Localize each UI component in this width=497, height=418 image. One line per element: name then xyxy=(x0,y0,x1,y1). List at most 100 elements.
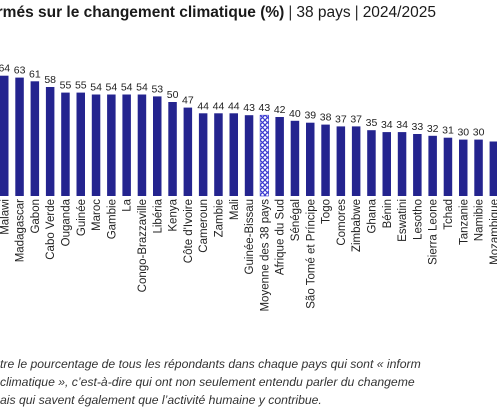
category-label-senegal: Sénégal xyxy=(290,199,302,241)
value-label-cote-d-ivoire: 47 xyxy=(182,95,194,107)
category-label-gabon: Gabon xyxy=(30,199,42,234)
category-label-mozambique: Mozambique xyxy=(489,199,497,265)
category-label-madagascar: Madagascar xyxy=(15,199,27,262)
value-label-gambie: 54 xyxy=(106,82,118,94)
bar-sierra-leone xyxy=(428,135,437,196)
value-label-la: 54 xyxy=(121,82,133,94)
value-label-cameroun: 44 xyxy=(197,100,209,112)
category-label-ouganda: Ouganda xyxy=(61,198,73,246)
category-label-gambie: Gambie xyxy=(106,199,118,239)
value-label-tchad: 31 xyxy=(442,125,454,137)
value-label-zimbabwe: 37 xyxy=(350,113,362,125)
category-label-togo: Togo xyxy=(321,199,333,224)
bar-ouganda xyxy=(61,92,70,196)
bar-mali xyxy=(229,113,238,196)
bar-benin xyxy=(382,132,391,196)
bar-eswatini xyxy=(397,132,407,196)
category-label-kenya: Kenya xyxy=(168,198,180,231)
value-label-benin: 34 xyxy=(381,119,393,131)
bar-comores xyxy=(336,126,346,196)
value-label-togo: 38 xyxy=(320,112,332,124)
bar-sao-tome-et-principe xyxy=(306,122,315,196)
bar-ghana xyxy=(367,130,376,196)
bar-kenya xyxy=(168,102,177,196)
value-label-congo-brazzaville: 54 xyxy=(136,82,148,94)
value-labels-group: 64 63 61 58 55 55 54 54 54 54 53 50 47 44 44 44 43 43 42 40… xyxy=(0,63,485,139)
bar-tchad xyxy=(443,137,453,196)
value-label-mali: 44 xyxy=(228,100,240,112)
bar-maroc xyxy=(91,94,101,196)
bar-gabon xyxy=(30,81,40,196)
category-label-namibie: Namibie xyxy=(474,199,486,241)
category-label-zambie: Zambie xyxy=(214,199,226,237)
bar-zambie xyxy=(214,113,223,196)
value-label-eswatini: 34 xyxy=(396,119,408,131)
footnote-line-3: ais qui savent également que l’activité … xyxy=(0,393,322,407)
bar-cabo-verde xyxy=(45,87,55,196)
value-label-maroc: 54 xyxy=(90,82,102,94)
title-period: 2024/2025 xyxy=(362,4,436,21)
category-label-eswatini: Eswatini xyxy=(397,199,409,242)
value-label-madagascar: 63 xyxy=(14,65,26,77)
category-label-comores: Comores xyxy=(336,199,348,246)
category-label-afrique-du-sud: Afrique du Sud xyxy=(275,199,287,275)
category-label-guinee-bissau: Guinée-Bissau xyxy=(244,199,256,274)
category-label-benin: Bénin xyxy=(382,199,394,228)
value-label-cabo-verde: 58 xyxy=(44,74,56,86)
value-label-malawi: 64 xyxy=(0,63,10,75)
value-label-namibie: 30 xyxy=(473,127,485,139)
chart-title-main: formés sur le changement climatique (%) xyxy=(0,4,285,21)
category-label-guinee: Guinée xyxy=(76,199,88,236)
bar-tanzanie xyxy=(459,139,468,196)
category-label-liberia: Libéria xyxy=(152,198,164,233)
title-separator: | xyxy=(288,4,293,21)
category-label-cameroun: Cameroun xyxy=(198,199,210,253)
category-label-cabo-verde: Cabo Verde xyxy=(45,199,57,260)
category-label-tanzanie: Tanzanie xyxy=(458,199,470,245)
bar-lesotho xyxy=(413,134,422,196)
value-label-afrique-du-sud: 42 xyxy=(274,104,286,116)
bar-la xyxy=(122,94,131,196)
category-label-sierra-leone: Sierra Leone xyxy=(428,199,440,265)
bar-moyenne-des-38-pays xyxy=(259,114,269,197)
bar-mozambique xyxy=(489,141,497,196)
bar-togo xyxy=(321,124,330,196)
category-labels-group: Malawi Madagascar Gabon Cabo Verde Ouganda Gu… xyxy=(0,198,497,311)
value-label-sao-tome-et-principe: 39 xyxy=(304,110,316,122)
value-label-sierra-leone: 32 xyxy=(427,123,439,135)
category-label-moyenne-des-38-pays: Moyenne des 38 pays xyxy=(259,199,271,312)
value-label-zambie: 44 xyxy=(213,100,225,112)
bar-senegal xyxy=(290,120,300,196)
bars-group xyxy=(0,75,497,197)
chart-title: formés sur le changement climatique (%) |… xyxy=(0,4,436,22)
value-label-lesotho: 33 xyxy=(412,121,424,133)
value-label-senegal: 40 xyxy=(289,108,301,120)
footnote-line-2: climatique », c’est-à-dire qui ont non s… xyxy=(0,375,415,389)
bar-congo-brazzaville xyxy=(137,94,147,196)
value-label-guinee-bissau: 43 xyxy=(243,102,255,114)
category-label-maroc: Maroc xyxy=(91,199,103,231)
bar-gambie xyxy=(107,94,116,196)
category-label-lesotho: Lesotho xyxy=(412,199,424,240)
category-label-sao-tome-et-principe: São Tomé et Príncipe xyxy=(305,199,317,309)
title-countries: 38 pays xyxy=(296,4,351,21)
category-label-mali: Mali xyxy=(229,199,241,220)
value-label-gabon: 61 xyxy=(29,68,41,80)
value-label-tanzanie: 30 xyxy=(457,127,469,139)
value-label-kenya: 50 xyxy=(167,89,179,101)
bar-cameroun xyxy=(198,113,208,196)
bar-malawi xyxy=(0,75,9,196)
value-label-ghana: 35 xyxy=(366,117,378,129)
category-label-congo-brazzaville: Congo-Brazzaville xyxy=(137,199,149,292)
bar-zimbabwe xyxy=(351,126,361,196)
category-label-ghana: Ghana xyxy=(367,198,379,233)
bar-madagascar xyxy=(15,77,24,196)
value-label-guinee: 55 xyxy=(75,80,87,92)
bar-liberia xyxy=(153,96,162,196)
bar-guinee xyxy=(76,92,85,196)
category-label-malawi: Malawi xyxy=(0,199,11,235)
category-label-cote-d-ivoire: Côte d'Ivoire xyxy=(183,199,195,263)
value-label-ouganda: 55 xyxy=(60,80,72,92)
value-label-moyenne-des-38-pays: 43 xyxy=(259,102,271,114)
bar-afrique-du-sud xyxy=(275,117,284,196)
